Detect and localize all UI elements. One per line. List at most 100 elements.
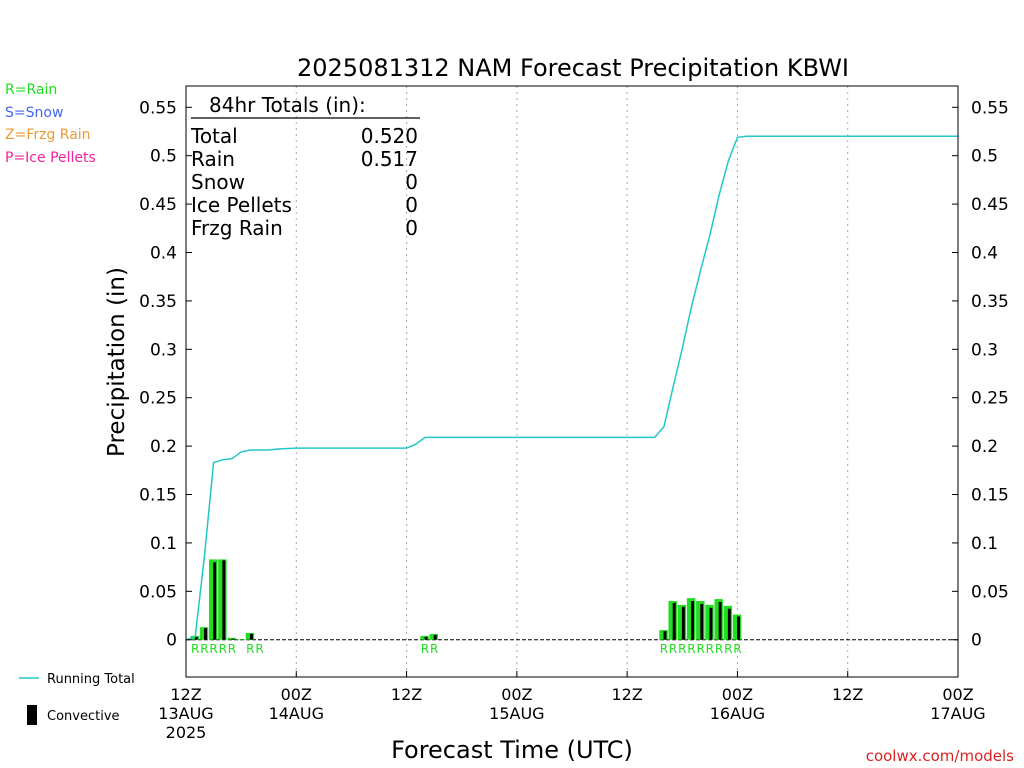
y-axis-right: 0 0.05 0.1 0.15 0.2 0.25 0.3 0.35 0.4 0.45 0.5 0.55: [952, 98, 1009, 651]
xtick-label-5-0: 00Z: [722, 685, 753, 704]
convective-bar-7: [424, 636, 428, 640]
totals-value-4: 0: [405, 216, 418, 240]
precip-type-legend-item-1: S=Snow: [5, 104, 64, 121]
ytick-label-left-2: 0.1: [150, 534, 177, 554]
x-axis-label: Forecast Time (UTC): [391, 736, 633, 764]
type-label-12: R: [687, 642, 695, 656]
type-label-9: R: [660, 642, 668, 656]
ytick-label-left-0: 0: [166, 631, 177, 651]
totals-label-0: Total: [190, 124, 238, 148]
credit-text: coolwx.com/models: [866, 747, 1014, 765]
type-label-14: R: [706, 642, 714, 656]
convective-bar-9: [663, 631, 667, 640]
ytick-label-right-10: 0.5: [971, 147, 998, 167]
convective-bar-10: [672, 602, 676, 640]
ytick-label-left-6: 0.3: [150, 340, 177, 360]
totals-label-2: Snow: [191, 170, 245, 194]
xtick-label-5-1: 16AUG: [710, 704, 765, 723]
ytick-label-right-7: 0.35: [971, 292, 1009, 312]
totals-value-2: 0: [405, 170, 418, 194]
xtick-label-1-0: 00Z: [281, 685, 312, 704]
convective-bar-12: [691, 601, 695, 640]
ytick-label-right-0: 0: [971, 631, 982, 651]
xtick-label-4-0: 12Z: [611, 685, 642, 704]
convective-bar-16: [727, 608, 731, 640]
xtick-label-7-1: 17AUG: [930, 704, 985, 723]
convective-bar-4: [231, 638, 235, 640]
ytick-label-left-9: 0.45: [139, 195, 177, 215]
xtick-label-0-1: 13AUG: [158, 704, 213, 723]
xtick-label-3-0: 00Z: [501, 685, 532, 704]
totals-value-1: 0.517: [361, 147, 418, 171]
ytick-label-right-4: 0.2: [971, 437, 998, 457]
ytick-label-left-5: 0.25: [139, 389, 177, 409]
convective-bar-8: [433, 634, 437, 640]
convective-bar-13: [700, 603, 704, 640]
convective-bar-14: [709, 607, 713, 640]
type-label-13: R: [696, 642, 704, 656]
type-label-5: R: [246, 642, 254, 656]
totals-label-4: Frzg Rain: [191, 216, 283, 240]
xtick-label-0-2: 2025: [166, 723, 207, 742]
convective-bar-1: [204, 628, 207, 640]
totals-label-1: Rain: [191, 147, 235, 171]
precip-bars: [190, 559, 742, 640]
type-label-0: R: [191, 642, 199, 656]
xtick-label-0-0: 12Z: [170, 685, 201, 704]
totals-rows: Total 0.520 Rain 0.517 Snow 0 Ice Pellets 0 Frzg…: [190, 124, 418, 240]
convective-bar-11: [681, 606, 685, 640]
xtick-label-7-0: 00Z: [942, 685, 973, 704]
ytick-label-right-6: 0.3: [971, 340, 998, 360]
xtick-label-1-1: 14AUG: [269, 704, 324, 723]
bar-17: [732, 614, 742, 640]
totals-box: 84hr Totals (in): Total 0.520 Rain 0.517 Sno…: [190, 93, 420, 240]
convective-bar-2: [213, 562, 217, 640]
ytick-label-right-9: 0.45: [971, 195, 1009, 215]
type-label-15: R: [715, 642, 723, 656]
convective-bar-17: [737, 616, 741, 640]
precip-type-legend-item-0: R=Rain: [5, 82, 58, 98]
precip-type-legend-item-2: Z=Frzg Rain: [5, 127, 91, 143]
totals-label-3: Ice Pellets: [191, 193, 292, 217]
ytick-label-left-10: 0.5: [150, 147, 177, 167]
convective-bar-0: [194, 636, 198, 640]
precip-type-legend-item-3: P=Ice Pellets: [5, 149, 96, 166]
convective-bar-15: [718, 601, 722, 640]
type-label-17: R: [733, 642, 741, 656]
ytick-label-left-4: 0.2: [150, 437, 177, 457]
type-label-11: R: [678, 642, 686, 656]
convective-swatch: [27, 705, 37, 725]
frame-rect: [185, 85, 959, 678]
running-total-line: [185, 135, 958, 641]
ytick-label-right-8: 0.4: [971, 244, 998, 264]
type-label-2: R: [209, 642, 217, 656]
type-label-7: R: [421, 642, 429, 656]
ytick-label-right-3: 0.15: [971, 486, 1009, 506]
bar-8: [429, 633, 439, 640]
type-label-4: R: [228, 642, 236, 656]
ytick-label-left-8: 0.4: [150, 244, 177, 264]
convective-bar-6: [249, 633, 253, 640]
ytick-label-right-1: 0.05: [971, 582, 1009, 602]
type-label-16: R: [724, 642, 732, 656]
plot-frame: [185, 85, 959, 678]
y-axis-label: Precipitation (in): [104, 267, 130, 457]
ytick-label-left-7: 0.35: [139, 292, 177, 312]
xtick-label-2-0: 12Z: [391, 685, 422, 704]
ytick-label-left-1: 0.05: [139, 582, 177, 602]
ytick-label-left-11: 0.55: [139, 98, 177, 118]
ytick-label-right-11: 0.55: [971, 98, 1009, 118]
type-label-3: R: [219, 642, 227, 656]
gridlines: [295, 86, 849, 677]
ytick-label-right-5: 0.25: [971, 389, 1009, 409]
type-label-10: R: [669, 642, 677, 656]
ytick-label-right-2: 0.1: [971, 534, 998, 554]
chart-title: 2025081312 NAM Forecast Precipitation KB…: [297, 54, 849, 82]
totals-value-0: 0.520: [361, 124, 418, 148]
totals-heading: 84hr Totals (in):: [209, 93, 366, 117]
y-axis-left: 0 0.05 0.1 0.15 0.2 0.25 0.3 0.35 0.4 0.45 0.5 0.55: [139, 98, 192, 651]
type-label-8: R: [430, 642, 438, 656]
totals-value-3: 0: [405, 193, 418, 217]
ytick-label-left-3: 0.15: [139, 486, 177, 506]
